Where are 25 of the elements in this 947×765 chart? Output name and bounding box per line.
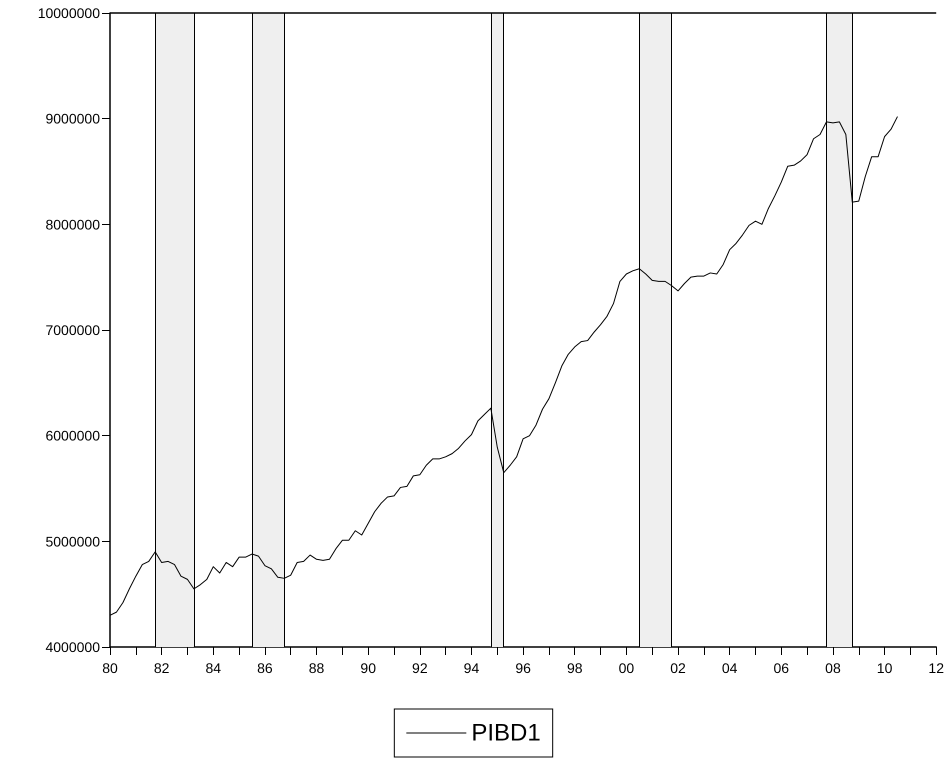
x-tick-label: 00 xyxy=(618,660,634,676)
x-tick-label: 02 xyxy=(670,660,686,676)
x-tick-label: 94 xyxy=(464,660,480,676)
y-tick-label: 10000000 xyxy=(38,5,100,21)
x-tick-label: 12 xyxy=(928,660,944,676)
y-tick-label: 7000000 xyxy=(45,322,100,338)
x-tick-label: 92 xyxy=(412,660,428,676)
y-tick-label: 9000000 xyxy=(45,110,100,127)
y-tick-label: 6000000 xyxy=(45,428,100,444)
y-tick-label: 5000000 xyxy=(45,533,100,550)
x-tick-label: 88 xyxy=(308,660,325,676)
x-tick-label: 82 xyxy=(154,660,170,676)
x-tick-label: 84 xyxy=(205,660,222,676)
x-tick-label: 08 xyxy=(825,660,841,676)
x-tick-label: 96 xyxy=(515,660,532,676)
x-tick-label: 98 xyxy=(566,660,583,676)
x-tick-label: 10 xyxy=(876,660,893,676)
x-tick-label: 90 xyxy=(360,660,376,676)
x-tick-label: 04 xyxy=(722,660,738,676)
legend-label: PIBD1 xyxy=(471,720,541,746)
x-tick-label: 86 xyxy=(257,660,273,676)
x-tick-label: 80 xyxy=(102,660,118,676)
y-tick-label: 4000000 xyxy=(45,639,100,655)
x-tick-label: 06 xyxy=(774,660,790,676)
y-tick-label: 8000000 xyxy=(45,216,100,232)
